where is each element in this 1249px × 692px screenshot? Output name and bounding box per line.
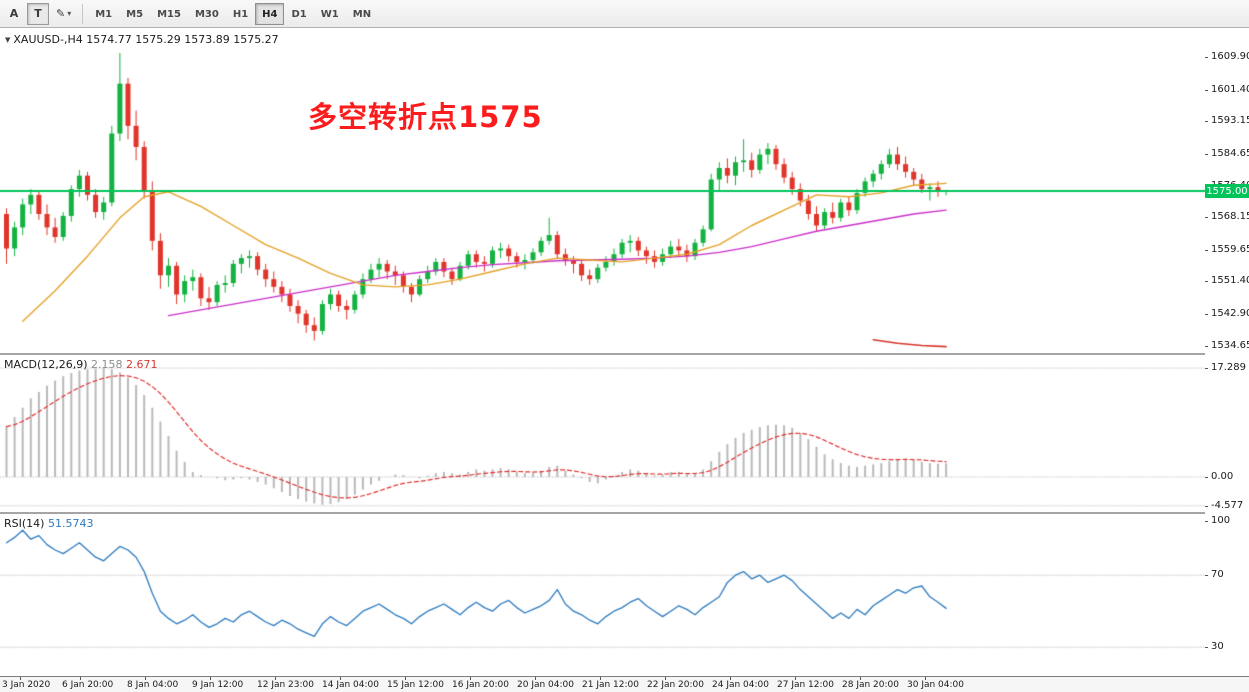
chart-title-text: XAUUSD-,H4 1574.77 1575.29 1573.89 1575.… (13, 33, 279, 46)
time-tick (20, 677, 21, 680)
chevron-down-icon: ▾ (67, 9, 72, 18)
price-scale-label: 1584.65 (1211, 148, 1249, 159)
scale-tick (1205, 521, 1208, 523)
toolbar: A T ✎ ▾ M1 M5 M15 M30 H1 H4 D1 W1 MN (0, 0, 1249, 28)
symbol-dropdown-icon[interactable]: ▼ (5, 36, 11, 44)
crosshair-icon: T (34, 7, 42, 20)
time-axis-label: 20 Jan 04:00 (517, 680, 574, 690)
draw-tool-button[interactable]: ✎ ▾ (51, 3, 76, 25)
time-tick (340, 677, 341, 680)
rsi-scale-label: 70 (1211, 569, 1224, 581)
scale-tick (1205, 575, 1208, 577)
timeframe-button-H4[interactable]: H4 (255, 3, 285, 26)
time-tick (470, 677, 471, 680)
time-axis-label: 30 Jan 04:00 (907, 680, 964, 690)
time-axis-label: 14 Jan 04:00 (322, 680, 379, 690)
scale-tick (1205, 89, 1208, 91)
price-scale-label: 1593.15 (1211, 115, 1249, 127)
time-tick (535, 677, 536, 680)
toolbar-separator (82, 3, 84, 24)
macd-scale-label: -4.577 (1211, 499, 1244, 511)
macd-label: MACD(12,26,9) 2.158 2.671 (4, 358, 158, 371)
scale-tick (1205, 505, 1208, 507)
timeframe-button-M15[interactable]: M15 (150, 3, 188, 25)
rsi-chart-canvas[interactable] (0, 514, 1205, 676)
rsi-indicator-name: RSI(14) (4, 517, 45, 530)
price-scale-label: 1568.15 (1211, 211, 1249, 223)
hline-price-tag[interactable]: 1575.00 (1205, 184, 1249, 198)
time-axis[interactable]: 3 Jan 2020 6 Jan 20:00 8 Jan 04:00 9 Jan 12… (0, 676, 1249, 692)
time-tick (405, 677, 406, 680)
price-scale-label: 1601.40 (1211, 83, 1249, 95)
time-tick (210, 677, 211, 680)
timeframe-button-MN[interactable]: MN (346, 3, 378, 25)
timeframe-button-H1[interactable]: H1 (226, 3, 255, 25)
scale-tick (1205, 281, 1208, 283)
scale-tick (1205, 647, 1208, 649)
panel-separator[interactable] (0, 353, 1249, 355)
cursor-tool-button[interactable]: A (3, 3, 25, 25)
price-scale-label: 1609.90 (1211, 51, 1249, 63)
timeframe-group: M1 M5 M15 M30 H1 H4 D1 W1 MN (88, 2, 378, 26)
scale-tick (1205, 345, 1208, 347)
time-tick (600, 677, 601, 680)
timeframe-button-M30[interactable]: M30 (188, 3, 226, 25)
time-tick (80, 677, 81, 680)
time-axis-label: 12 Jan 23:00 (257, 680, 314, 690)
panel-separator[interactable] (0, 512, 1249, 514)
time-tick (795, 677, 796, 680)
price-scale-label: 1534.65 (1211, 339, 1249, 351)
time-tick (665, 677, 666, 680)
chart-title: ▼ XAUUSD-,H4 1574.77 1575.29 1573.89 1575… (5, 33, 279, 46)
time-tick (860, 677, 861, 680)
time-axis-label: 9 Jan 12:00 (192, 680, 244, 690)
scale-tick (1205, 477, 1208, 478)
scale-tick (1205, 154, 1208, 155)
price-scale-label: 1559.65 (1211, 243, 1249, 255)
time-tick (275, 677, 276, 680)
time-axis-label: 28 Jan 20:00 (842, 680, 899, 690)
scale-tick (1205, 314, 1208, 316)
macd-scale-label: 17.289 (1211, 362, 1246, 374)
timeframe-button-W1[interactable]: W1 (314, 3, 346, 25)
time-axis-label: 6 Jan 20:00 (62, 680, 114, 690)
time-axis-label: 15 Jan 12:00 (387, 680, 444, 690)
timeframe-button-M5[interactable]: M5 (119, 3, 150, 25)
macd-scale-label: 0.00 (1211, 471, 1234, 482)
time-axis-label: 22 Jan 20:00 (647, 680, 704, 690)
scale-tick (1205, 217, 1208, 219)
scale-tick (1205, 249, 1208, 251)
time-tick (925, 677, 926, 680)
timeframe-button-M1[interactable]: M1 (88, 3, 119, 25)
crosshair-tool-button[interactable]: T (27, 2, 49, 25)
pencil-icon: ✎ (56, 7, 66, 20)
price-scale[interactable]: 1609.901601.401593.151584.651576.401568.… (1205, 28, 1249, 676)
price-scale-label: 1542.90 (1211, 308, 1249, 320)
macd-signal-value: 2.671 (126, 358, 158, 371)
rsi-scale-label: 100 (1211, 515, 1231, 527)
rsi-scale-label: 30 (1211, 641, 1224, 653)
scale-tick (1205, 368, 1208, 370)
rsi-value: 51.5743 (47, 517, 94, 530)
time-tick (145, 677, 146, 680)
macd-main-value: 2.158 (91, 358, 123, 371)
time-tick (730, 677, 731, 680)
price-scale-label: 1551.40 (1211, 275, 1249, 287)
macd-chart-canvas[interactable] (0, 355, 1205, 512)
price-chart-canvas[interactable] (0, 30, 1205, 352)
time-axis-label: 24 Jan 04:00 (712, 680, 769, 690)
annotation-text[interactable]: 多空转折点1575 (308, 100, 543, 134)
rsi-label: RSI(14) 51.5743 (4, 517, 93, 530)
macd-indicator-name: MACD(12,26,9) (4, 358, 88, 371)
time-axis-label: 8 Jan 04:00 (127, 680, 179, 690)
timeframe-button-D1[interactable]: D1 (284, 3, 313, 25)
time-axis-label: 27 Jan 12:00 (777, 680, 834, 690)
time-axis-label: 3 Jan 2020 (2, 680, 51, 690)
scale-tick (1205, 121, 1208, 123)
scale-tick (1205, 57, 1208, 59)
time-axis-label: 16 Jan 20:00 (452, 680, 509, 690)
time-axis-label: 21 Jan 12:00 (582, 680, 639, 690)
